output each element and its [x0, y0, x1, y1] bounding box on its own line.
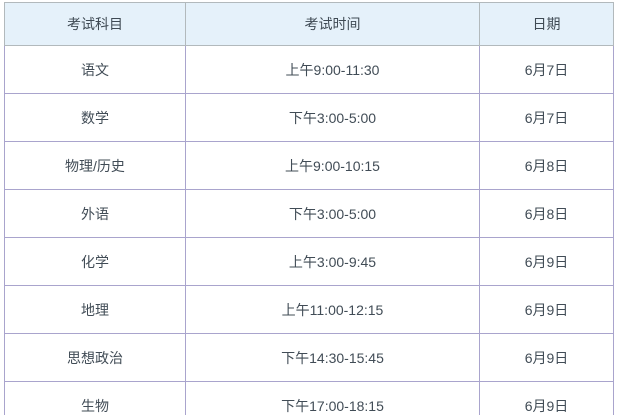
subject-cell: 外语 [4, 189, 186, 238]
table-row: 生物 下午17:00-18:15 6月9日 [4, 381, 614, 415]
subject-cell: 生物 [4, 381, 186, 415]
time-cell: 上午9:00-11:30 [185, 45, 480, 94]
date-cell: 6月9日 [479, 381, 614, 415]
subject-cell: 思想政治 [4, 333, 186, 382]
date-cell: 6月8日 [479, 141, 614, 190]
time-cell: 下午14:30-15:45 [185, 333, 480, 382]
time-cell: 上午3:00-9:45 [185, 237, 480, 286]
time-cell: 下午3:00-5:00 [185, 93, 480, 142]
time-cell: 上午9:00-10:15 [185, 141, 480, 190]
table-body: 语文 上午9:00-11:30 6月7日 数学 下午3:00-5:00 6月7日 物理/历史… [4, 45, 614, 415]
table-row: 语文 上午9:00-11:30 6月7日 [4, 45, 614, 94]
time-cell: 下午3:00-5:00 [185, 189, 480, 238]
date-cell: 6月9日 [479, 333, 614, 382]
date-cell: 6月7日 [479, 45, 614, 94]
column-header-date: 日期 [479, 2, 614, 46]
column-header-time: 考试时间 [185, 2, 480, 46]
time-cell: 下午17:00-18:15 [185, 381, 480, 415]
table-row: 物理/历史 上午9:00-10:15 6月8日 [4, 141, 614, 190]
table-row: 思想政治 下午14:30-15:45 6月9日 [4, 333, 614, 382]
column-header-subject: 考试科目 [4, 2, 186, 46]
date-cell: 6月7日 [479, 93, 614, 142]
subject-cell: 化学 [4, 237, 186, 286]
date-cell: 6月9日 [479, 285, 614, 334]
header-row: 考试科目 考试时间 日期 [4, 2, 614, 46]
subject-cell: 地理 [4, 285, 186, 334]
subject-cell: 数学 [4, 93, 186, 142]
table-row: 数学 下午3:00-5:00 6月7日 [4, 93, 614, 142]
subject-cell: 物理/历史 [4, 141, 186, 190]
table-row: 化学 上午3:00-9:45 6月9日 [4, 237, 614, 286]
exam-schedule-table: 考试科目 考试时间 日期 语文 上午9:00-11:30 6月7日 数学 下午3:00-… [4, 2, 614, 415]
table-row: 外语 下午3:00-5:00 6月8日 [4, 189, 614, 238]
date-cell: 6月8日 [479, 189, 614, 238]
date-cell: 6月9日 [479, 237, 614, 286]
table-row: 地理 上午11:00-12:15 6月9日 [4, 285, 614, 334]
subject-cell: 语文 [4, 45, 186, 94]
time-cell: 上午11:00-12:15 [185, 285, 480, 334]
